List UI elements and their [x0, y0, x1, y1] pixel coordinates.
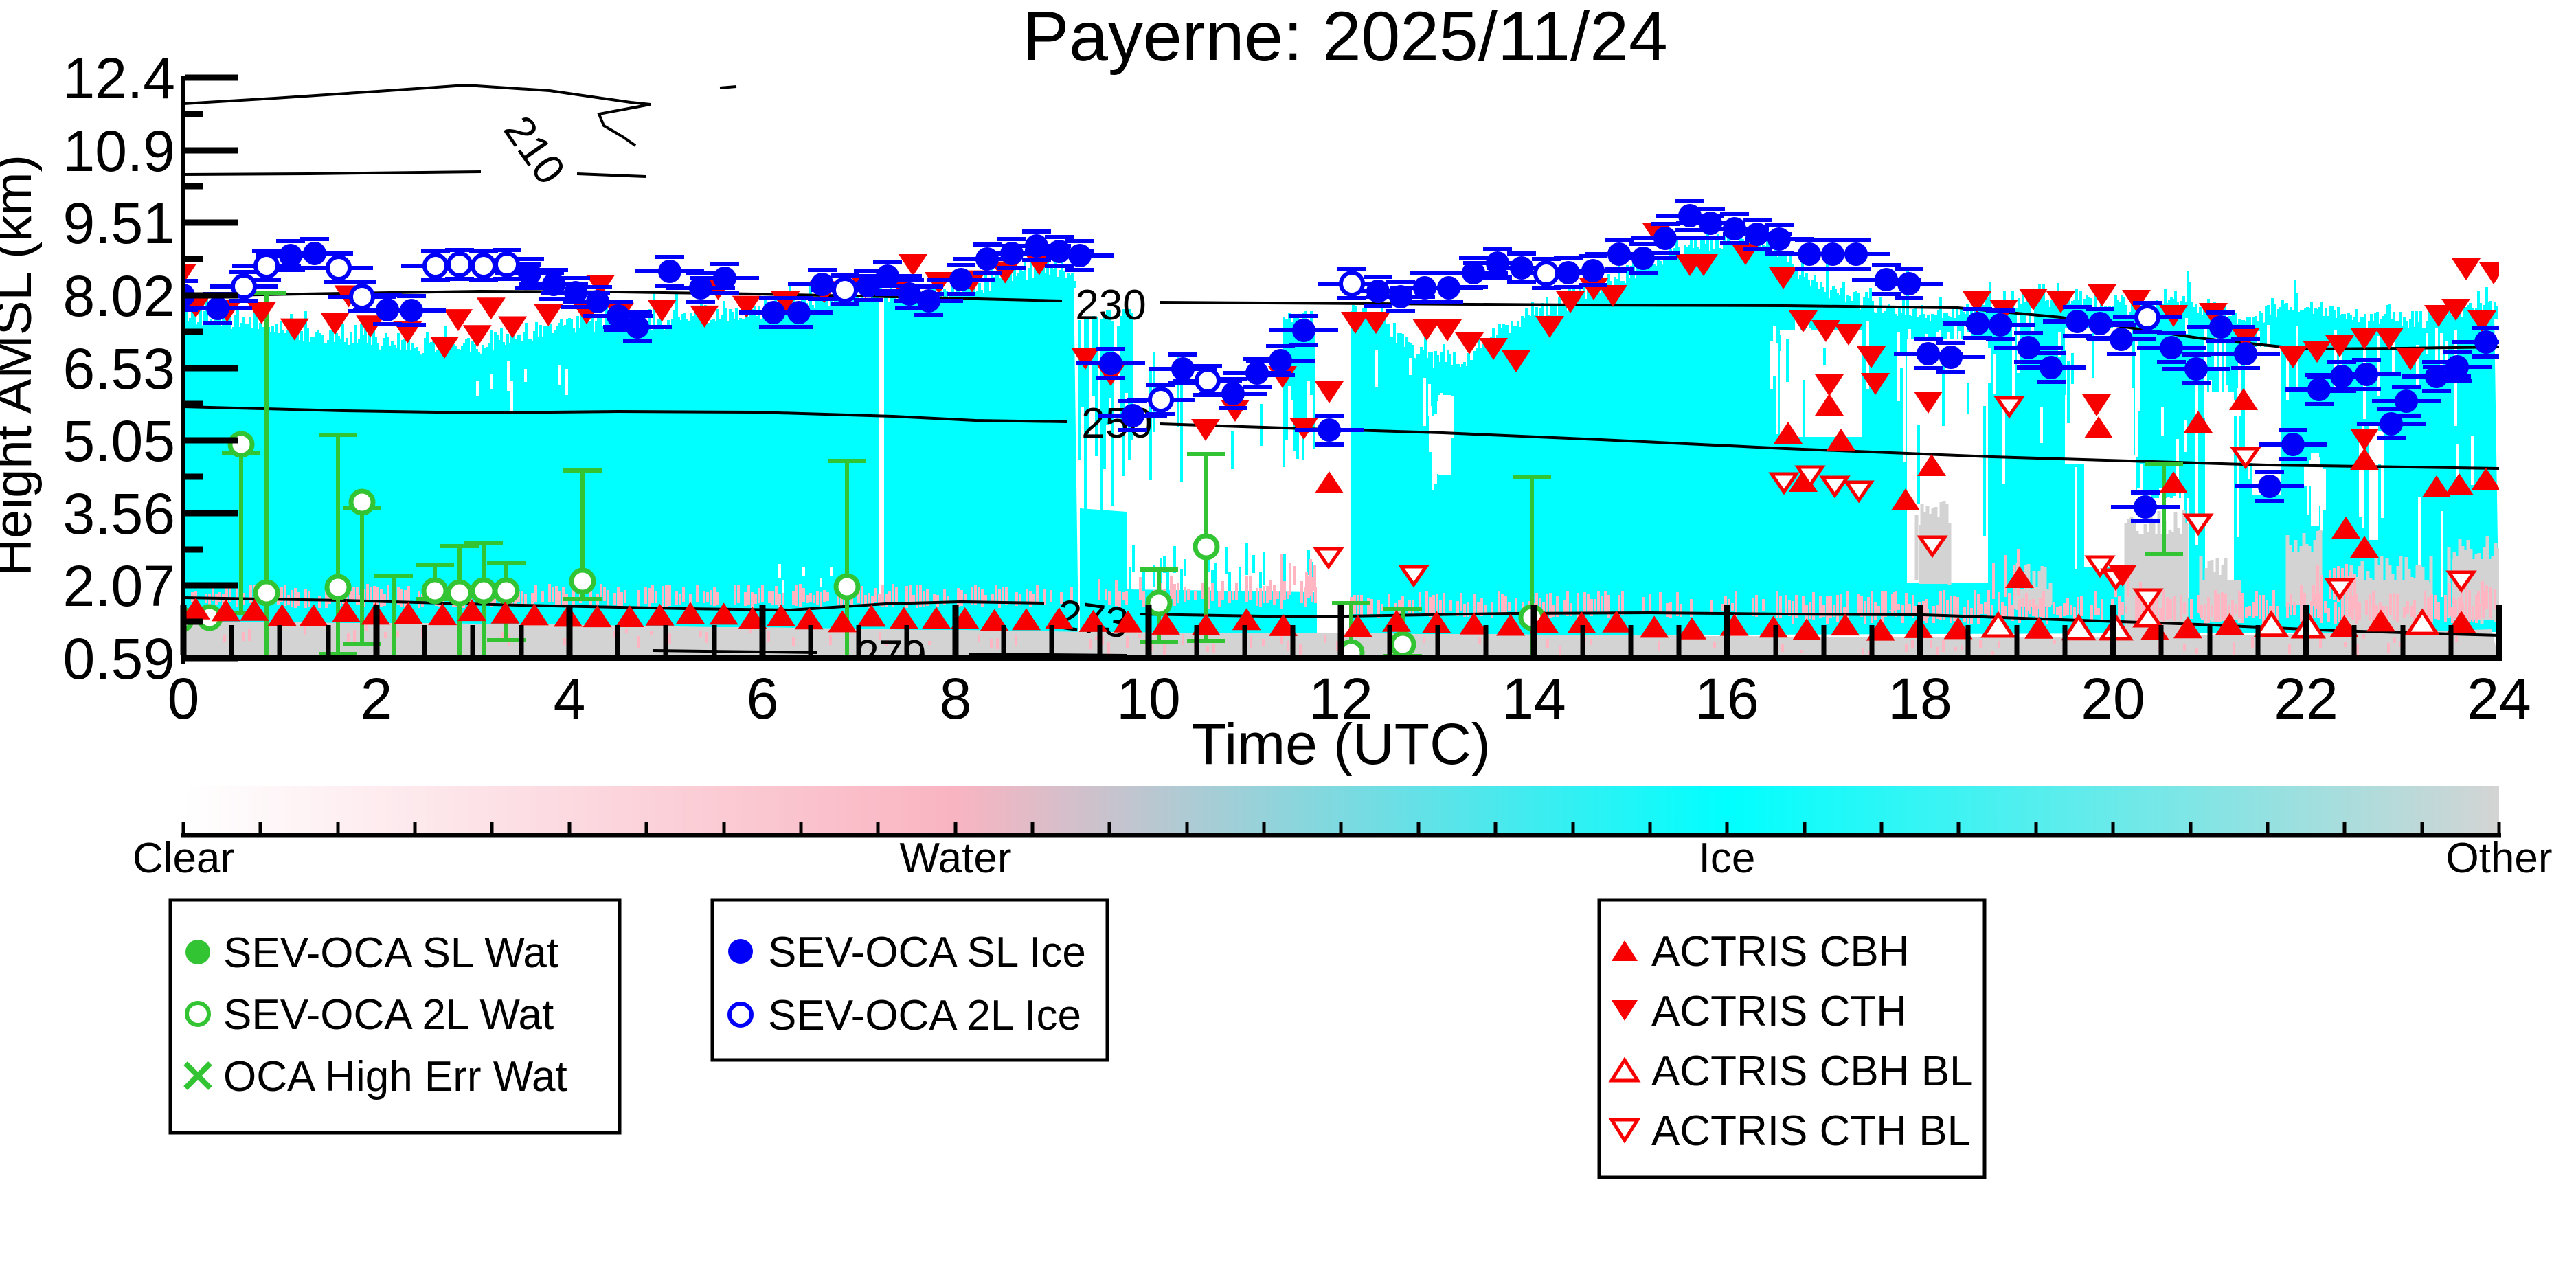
- svg-text:4: 4: [554, 666, 586, 731]
- svg-text:OCA High Err Wat: OCA High Err Wat: [223, 1053, 567, 1100]
- svg-text:SEV-OCA SL Wat: SEV-OCA SL Wat: [223, 929, 558, 977]
- svg-text:SEV-OCA 2L Ice: SEV-OCA 2L Ice: [768, 992, 1081, 1039]
- svg-text:ACTRIS CTH BL: ACTRIS CTH BL: [1651, 1107, 1971, 1155]
- svg-text:Clear: Clear: [133, 835, 234, 882]
- svg-text:SEV-OCA 2L Wat: SEV-OCA 2L Wat: [223, 991, 554, 1039]
- svg-text:8: 8: [940, 666, 972, 731]
- svg-text:16: 16: [1695, 666, 1759, 731]
- svg-text:22: 22: [2274, 666, 2338, 731]
- svg-text:6: 6: [747, 666, 779, 731]
- svg-text:10: 10: [1116, 666, 1180, 731]
- svg-text:18: 18: [1888, 666, 1952, 731]
- svg-text:0: 0: [168, 666, 200, 731]
- svg-text:14: 14: [1502, 666, 1566, 731]
- svg-text:24: 24: [2467, 666, 2531, 731]
- svg-text:6.53: 6.53: [63, 337, 176, 401]
- svg-text:8.02: 8.02: [63, 264, 176, 328]
- svg-text:Ice: Ice: [1699, 835, 1756, 882]
- svg-text:230: 230: [1075, 282, 1146, 329]
- svg-text:10.9: 10.9: [63, 119, 176, 183]
- svg-text:ACTRIS CBH: ACTRIS CBH: [1651, 928, 1909, 975]
- svg-text:Height AMSL (km): Height AMSL (km): [0, 155, 43, 576]
- svg-text:ACTRIS CBH BL: ACTRIS CBH BL: [1651, 1048, 1974, 1095]
- svg-text:3.56: 3.56: [63, 482, 176, 546]
- svg-text:Time (UTC): Time (UTC): [1191, 712, 1490, 776]
- svg-text:9.51: 9.51: [63, 191, 176, 256]
- svg-text:12: 12: [1309, 666, 1372, 731]
- svg-text:12.4: 12.4: [63, 46, 176, 111]
- svg-text:0.59: 0.59: [63, 626, 176, 691]
- svg-text:2: 2: [361, 666, 393, 731]
- svg-text:20: 20: [2081, 666, 2145, 731]
- svg-text:2.07: 2.07: [63, 554, 176, 618]
- svg-text:Water: Water: [899, 835, 1011, 882]
- svg-text:Other: Other: [2445, 835, 2552, 882]
- svg-text:Payerne: 2025/11/24: Payerne: 2025/11/24: [1022, 0, 1668, 76]
- svg-text:5.05: 5.05: [63, 409, 176, 473]
- svg-text:ACTRIS CTH: ACTRIS CTH: [1651, 988, 1907, 1035]
- svg-text:SEV-OCA SL Ice: SEV-OCA SL Ice: [768, 929, 1086, 976]
- svg-text:250: 250: [1081, 400, 1152, 447]
